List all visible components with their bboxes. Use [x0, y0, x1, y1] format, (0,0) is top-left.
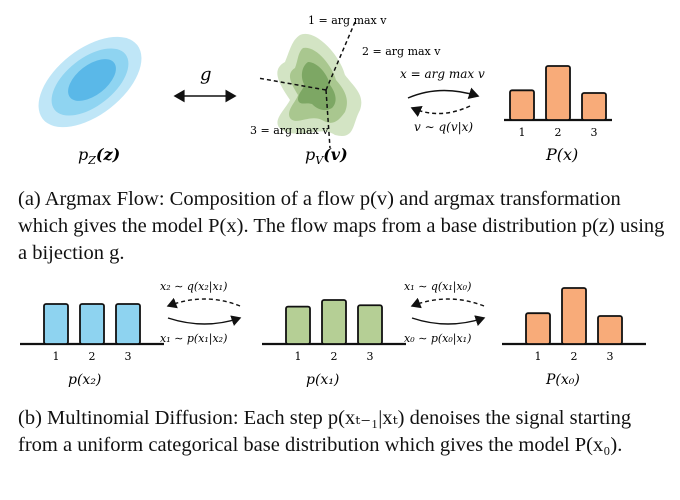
q10-arrow — [410, 297, 485, 309]
px0-bar — [561, 287, 587, 345]
pv-label: pV(v) — [305, 145, 348, 167]
px1-tick: 1 — [295, 350, 302, 363]
px1-bar — [321, 299, 347, 345]
region-3-label: 3 = arg max v — [250, 124, 329, 137]
px0-label: P(x₀) — [545, 372, 580, 388]
pX-bar — [545, 65, 571, 121]
px1-tick: 3 — [367, 350, 374, 363]
pX-tick: 3 — [591, 126, 598, 139]
bar-chart-px1: 1 2 3 — [262, 299, 406, 363]
px0-tick: 2 — [571, 350, 578, 363]
px1-label: p(x₁) — [306, 372, 339, 388]
base-density-blob — [38, 36, 142, 128]
region-1-label: 1 = arg max v — [308, 14, 387, 27]
px2-bar — [115, 303, 141, 345]
bar-chart-px2: 1 2 3 — [20, 303, 164, 363]
caption-a: (a) Argmax Flow: Composition of a flow p… — [18, 188, 665, 264]
px1-bar — [357, 304, 383, 345]
px0-tick: 3 — [607, 350, 614, 363]
px0-bar — [525, 312, 551, 345]
argmax-backward-arrow — [410, 105, 471, 118]
q21-arrow — [166, 297, 241, 309]
px0-tick: 1 — [535, 350, 542, 363]
argmax-forward-label: x = arg max v — [400, 67, 485, 81]
px1-bar — [285, 305, 311, 345]
p01-arrow — [411, 315, 486, 326]
region-2-label: 2 = arg max v — [362, 45, 441, 58]
pX-bar — [581, 92, 607, 121]
px2-bar — [79, 303, 105, 345]
pX-tick: 2 — [555, 126, 562, 139]
flow-density-shape — [277, 33, 362, 136]
pX-tick: 1 — [519, 126, 526, 139]
px1-tick: 2 — [331, 350, 338, 363]
px2-tick: 2 — [89, 350, 96, 363]
pz-label: pZ(z) — [78, 145, 120, 167]
px2-label: p(x₂) — [68, 372, 101, 388]
px2-tick: 1 — [53, 350, 60, 363]
caption-b: (b) Multinomial Diffusion: Each step p(x… — [18, 407, 632, 456]
px2-bar — [43, 303, 69, 345]
p01-label: x₀ ∼ p(x₀|x₁) — [404, 332, 471, 346]
PX-label: P(x) — [545, 145, 578, 164]
argmax-boundaries — [257, 21, 356, 149]
g-label: g — [200, 64, 212, 85]
p12-arrow — [167, 315, 242, 327]
bar-chart-pX: 1 2 3 — [504, 65, 612, 139]
pX-bar — [509, 89, 535, 121]
dequant-label: v ∼ q(v|x) — [414, 120, 473, 134]
bar-chart-px0: 1 2 3 — [502, 287, 646, 363]
px0-bar — [597, 315, 623, 345]
argmax-forward-arrow — [407, 87, 480, 100]
q21-label: x₂ ∼ q(x₂|x₁) — [160, 280, 227, 294]
px2-tick: 3 — [125, 350, 132, 363]
p12-label: x₁ ∼ p(x₁|x₂) — [160, 332, 227, 346]
q10-label: x₁ ∼ q(x₁|x₀) — [404, 280, 471, 294]
